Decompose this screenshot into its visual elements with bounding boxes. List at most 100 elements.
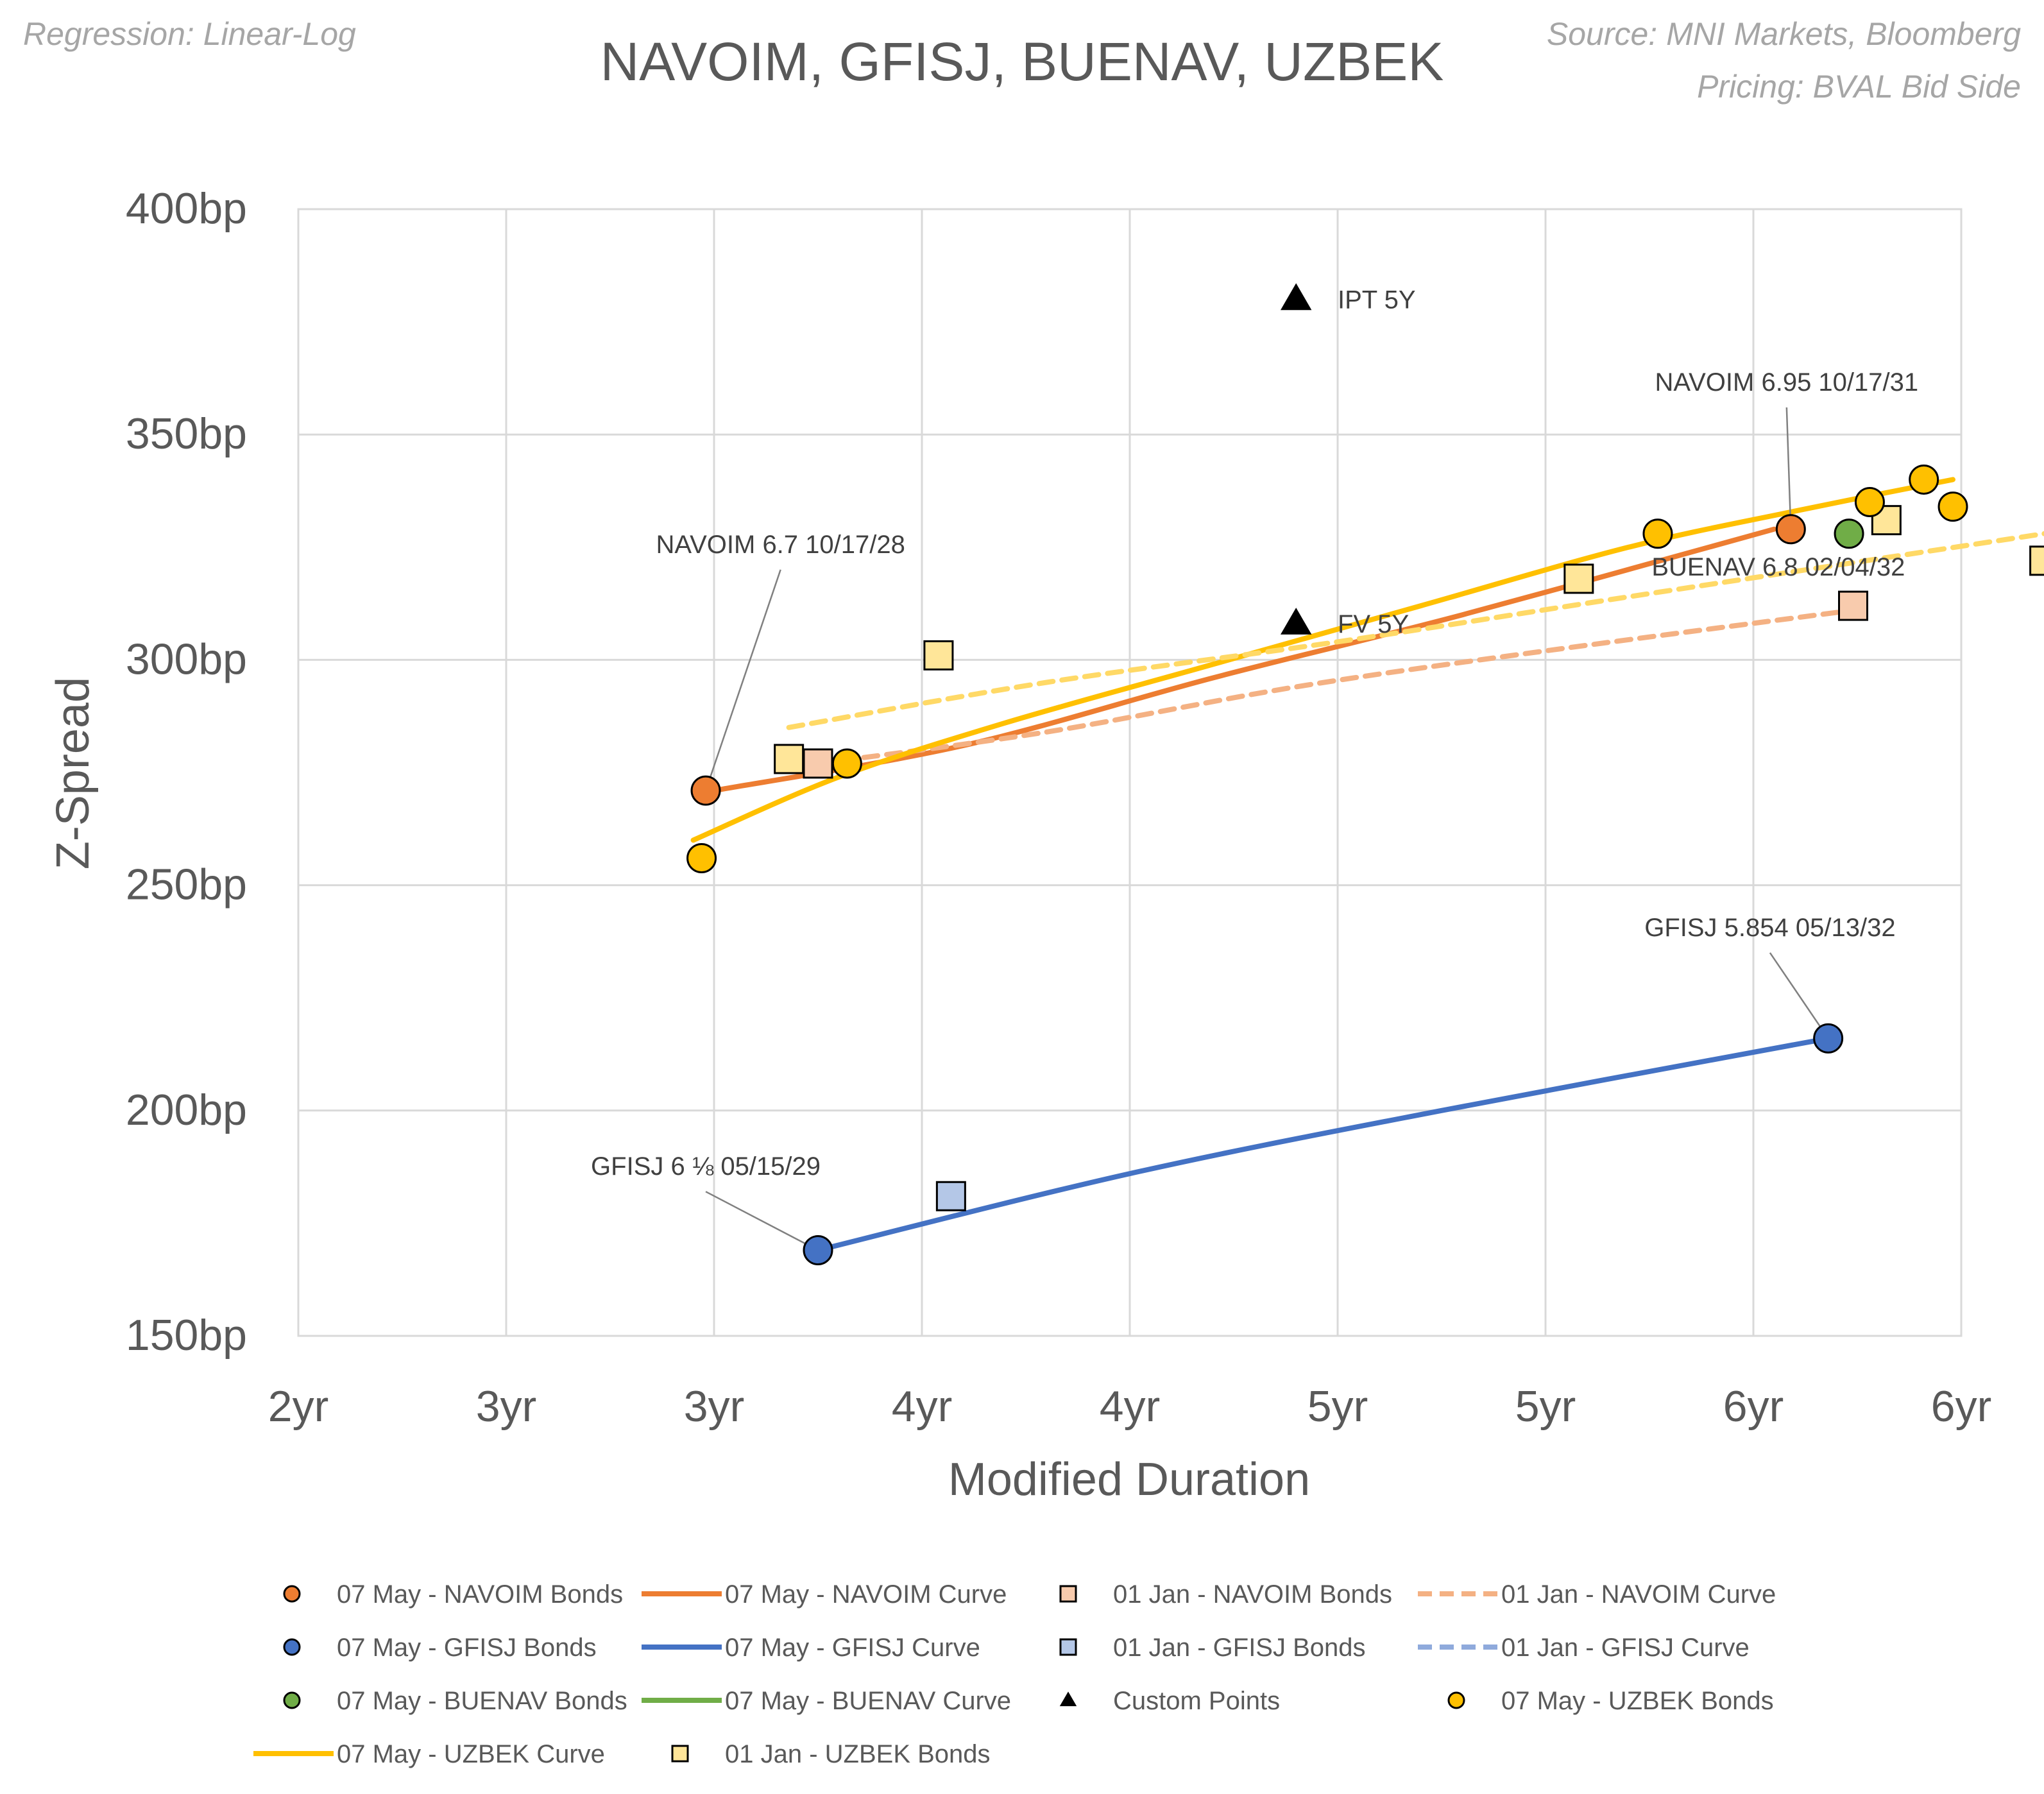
- custom-points-point: [1281, 608, 1312, 635]
- annotation-leader: [704, 569, 781, 791]
- y-tick-label: 350bp: [126, 409, 247, 458]
- legend-swatch-marker: [283, 1691, 301, 1709]
- annotation-leaders: [704, 407, 1829, 1251]
- legend-label: 07 May - UZBEK Curve: [337, 1740, 605, 1768]
- annotation-label: NAVOIM 6.7 10/17/28: [656, 531, 905, 559]
- legend-item: 07 May - NAVOIM Curve: [642, 1580, 1007, 1609]
- 07-may-gfisj-bonds-point: [1813, 1023, 1844, 1054]
- legend-label: 07 May - NAVOIM Curve: [725, 1580, 1007, 1609]
- annotation-leader: [705, 1191, 819, 1251]
- 01-jan-gfisj-bonds-point: [935, 1181, 966, 1211]
- regression-label: Regression: Linear-Log: [23, 16, 356, 52]
- 01-jan-uzbek-bonds-point: [1563, 563, 1594, 594]
- y-tick-label: 150bp: [126, 1311, 247, 1360]
- 01-jan-uzbek-bonds-point: [2029, 545, 2044, 576]
- 07-may-uzbek-curve-line: [690, 477, 1955, 843]
- 01-jan-uzbek-bonds-point: [774, 744, 805, 774]
- legend-swatch-marker: [1059, 1585, 1077, 1603]
- data-points: [686, 283, 2044, 1266]
- annotation-leader: [1769, 952, 1829, 1039]
- x-tick-label: 2yr: [268, 1382, 328, 1431]
- 01-jan-uzbek-bonds-point: [923, 640, 954, 671]
- annotation-label: FV 5Y: [1338, 610, 1409, 638]
- legend-item: 01 Jan - GFISJ Curve: [1418, 1634, 1750, 1662]
- annotation-label: NAVOIM 6.95 10/17/31: [1655, 368, 1919, 397]
- 01-jan-uzbek-curve-line: [786, 531, 2044, 730]
- legend-swatch-marker: [671, 1745, 689, 1763]
- legend-item: 07 May - UZBEK Bonds: [1447, 1687, 1774, 1715]
- legend-item: 01 Jan - NAVOIM Bonds: [1059, 1580, 1392, 1609]
- legend-item: 07 May - BUENAV Curve: [642, 1687, 1011, 1715]
- 07-may-navoim-bonds-point: [1775, 514, 1806, 545]
- legend-label: 07 May - NAVOIM Bonds: [337, 1580, 623, 1609]
- x-tick-label: 4yr: [892, 1382, 952, 1431]
- y-tick-label: 200bp: [126, 1086, 247, 1134]
- 07-may-uzbek-bonds-point: [1642, 518, 1673, 549]
- pricing-label: Pricing: BVAL Bid Side: [1697, 69, 2021, 105]
- legend-swatch-marker: [1447, 1691, 1465, 1709]
- y-tick-label: 400bp: [126, 184, 247, 233]
- annotation-label: BUENAV 6.8 02/04/32: [1651, 553, 1905, 581]
- grid: [297, 208, 1963, 1337]
- custom-points-point: [1281, 283, 1312, 311]
- legend-label: Custom Points: [1113, 1687, 1280, 1715]
- legend-item: 07 May - BUENAV Bonds: [283, 1687, 627, 1715]
- 07-may-buenav-bonds-point: [1834, 518, 1864, 549]
- legend-label: 01 Jan - GFISJ Curve: [1501, 1634, 1750, 1662]
- plot-border: [297, 208, 1963, 1337]
- 07-may-gfisj-curve-line: [815, 1036, 1831, 1253]
- legend-label: 01 Jan - UZBEK Bonds: [725, 1740, 991, 1768]
- x-axis-title: Modified Duration: [948, 1454, 1310, 1505]
- x-tick-label: 6yr: [1931, 1382, 1991, 1431]
- 07-may-gfisj-bonds-point: [803, 1235, 833, 1266]
- legend-label: 07 May - UZBEK Bonds: [1501, 1687, 1774, 1715]
- x-tick-label: 5yr: [1307, 1382, 1368, 1431]
- axes: 150bp 200bp 250bp 300bp 350bp 400bp 2yr 3yr 3yr 4…: [126, 184, 1991, 1431]
- 07-may-uzbek-bonds-point: [1938, 491, 1968, 522]
- 01-jan-navoim-curve-line: [815, 608, 1856, 766]
- x-tick-label: 4yr: [1100, 1382, 1160, 1431]
- legend-item: 07 May - GFISJ Curve: [642, 1634, 980, 1662]
- legend-label: 07 May - BUENAV Curve: [725, 1687, 1011, 1715]
- 07-may-navoim-bonds-point: [690, 775, 721, 806]
- legend-label: 01 Jan - NAVOIM Curve: [1501, 1580, 1776, 1609]
- source-label: Source: MNI Markets, Bloomberg: [1547, 16, 2021, 52]
- legend-item: 07 May - NAVOIM Bonds: [283, 1580, 623, 1609]
- y-tick-label: 300bp: [126, 635, 247, 683]
- legend-label: 07 May - GFISJ Curve: [725, 1634, 980, 1662]
- 01-jan-navoim-bonds-point: [1838, 590, 1869, 621]
- chart-title: NAVOIM, GFISJ, BUENAV, UZBEK: [600, 31, 1444, 92]
- 07-may-uzbek-bonds-point: [1909, 464, 1939, 495]
- legend-item: 01 Jan - UZBEK Bonds: [671, 1740, 991, 1768]
- legend-item: 07 May - GFISJ Bonds: [283, 1634, 597, 1662]
- legend-item: 07 May - UZBEK Curve: [253, 1740, 605, 1768]
- annotation-leader: [1785, 407, 1792, 529]
- legend: 07 May - NAVOIM Bonds 07 May - NAVOIM Cur…: [253, 1580, 1776, 1768]
- legend-label: 07 May - BUENAV Bonds: [337, 1687, 627, 1715]
- legend-label: 01 Jan - GFISJ Bonds: [1113, 1634, 1366, 1662]
- x-tick-label: 3yr: [476, 1382, 536, 1431]
- legend-swatch-marker: [1059, 1638, 1077, 1656]
- 07-may-uzbek-bonds-point: [831, 748, 862, 779]
- legend-label: 07 May - GFISJ Bonds: [337, 1634, 597, 1662]
- legend-item: 01 Jan - NAVOIM Curve: [1418, 1580, 1776, 1609]
- legend-swatch-marker: [1059, 1691, 1077, 1707]
- annotation-label: GFISJ 5.854 05/13/32: [1644, 914, 1895, 942]
- x-tick-label: 3yr: [684, 1382, 744, 1431]
- x-tick-label: 6yr: [1723, 1382, 1784, 1431]
- legend-item: Custom Points: [1059, 1687, 1280, 1715]
- y-tick-label: 250bp: [126, 860, 247, 909]
- legend-item: 01 Jan - GFISJ Bonds: [1059, 1634, 1366, 1662]
- annotation-label: IPT 5Y: [1338, 286, 1416, 314]
- legend-label: 01 Jan - NAVOIM Bonds: [1113, 1580, 1392, 1609]
- 07-may-uzbek-bonds-point: [1854, 487, 1885, 518]
- x-tick-label: 5yr: [1515, 1382, 1576, 1431]
- legend-swatch-marker: [283, 1585, 301, 1603]
- y-axis-title: Z-Spread: [47, 677, 99, 869]
- 01-jan-navoim-bonds-point: [803, 748, 833, 779]
- annotation-label: GFISJ 6 ⅛ 05/15/29: [591, 1152, 821, 1181]
- 07-may-uzbek-bonds-point: [686, 842, 717, 873]
- annotations: IPT 5Y FV 5Y NAVOIM 6.95 10/17/31 NAVOIM 6.…: [591, 286, 1918, 1181]
